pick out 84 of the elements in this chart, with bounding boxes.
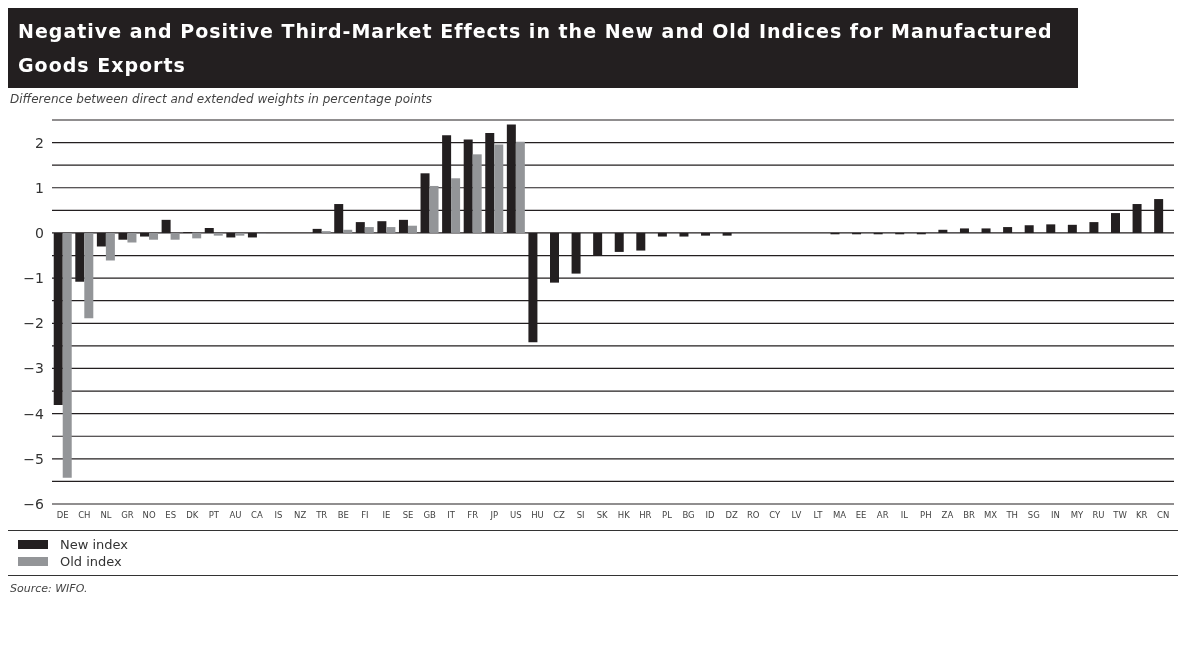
- x-tick-label: IN: [1050, 510, 1060, 521]
- x-tick-label: FR: [467, 510, 479, 521]
- bar: [105, 232, 115, 261]
- x-tick-label: ZA: [941, 510, 954, 521]
- x-tick-label: CA: [251, 510, 264, 521]
- x-tick-label: US: [510, 510, 522, 521]
- x-tick-label: BR: [963, 510, 975, 521]
- x-tick-label: DE: [56, 510, 69, 521]
- x-tick-label: NO: [142, 510, 156, 521]
- y-tick-label: 2: [35, 134, 44, 151]
- source-note: Source: WIFO.: [9, 581, 89, 597]
- x-tick-label: GB: [423, 510, 436, 521]
- bar: [494, 144, 504, 233]
- chart-title: Negative and Positive Third-Market Effects in the New and Old Indices for Manufactured Goods Exports: [8, 8, 1078, 88]
- chart-subtitle: Difference between direct and extended weights in percentage points: [9, 91, 433, 108]
- x-tick-label: IE: [382, 510, 391, 521]
- y-tick-label: 1: [35, 179, 44, 196]
- x-tick-label: DZ: [725, 510, 739, 521]
- bar: [451, 178, 461, 233]
- x-tick-label: CH: [78, 510, 91, 521]
- x-tick-label: SI: [576, 510, 585, 521]
- x-tick-label: JP: [489, 510, 499, 521]
- x-tick-label: IT: [447, 510, 456, 521]
- x-tick-label: MY: [1070, 510, 1084, 521]
- x-tick-label: SE: [402, 510, 414, 521]
- x-tick-label: IS: [274, 510, 283, 521]
- legend-label: Old index: [60, 554, 122, 569]
- x-tick-label: ID: [705, 510, 716, 521]
- x-tick-label: RO: [746, 510, 760, 521]
- bar: [429, 185, 439, 233]
- bar: [472, 154, 482, 233]
- bar: [192, 232, 202, 239]
- x-tick-label: SG: [1027, 510, 1040, 521]
- x-tick-label: BG: [682, 510, 695, 521]
- bar: [235, 232, 245, 236]
- x-tick-label: AR: [876, 510, 889, 521]
- y-tick-label: −6: [23, 495, 45, 512]
- x-tick-label: CZ: [553, 510, 566, 521]
- x-tick-label: PH: [920, 510, 932, 521]
- y-tick-label: −3: [23, 360, 44, 377]
- x-tick-label: ES: [165, 510, 177, 521]
- x-tick-label: AU: [229, 510, 242, 521]
- bar: [213, 232, 223, 236]
- x-tick-label: IL: [900, 510, 909, 521]
- bar: [407, 225, 417, 233]
- bar: [127, 232, 137, 243]
- x-tick-label: LV: [791, 510, 802, 521]
- x-tick-label: FI: [361, 510, 369, 521]
- y-tick-label: −2: [23, 315, 44, 332]
- x-tick-label: HR: [639, 510, 652, 521]
- x-tick-label: NZ: [294, 510, 307, 521]
- x-tick-label: PT: [208, 510, 220, 521]
- x-tick-label: HK: [617, 510, 631, 521]
- x-tick-label: TW: [1112, 510, 1128, 521]
- x-tick-label: PL: [662, 510, 673, 521]
- y-tick-label: 0: [35, 224, 44, 241]
- x-tick-label: GR: [121, 510, 134, 521]
- x-tick-label: CN: [1157, 510, 1170, 521]
- x-tick-label: RU: [1092, 510, 1105, 521]
- bar: [343, 229, 353, 233]
- y-tick-label: −5: [23, 450, 44, 467]
- x-tick-label: TR: [315, 510, 328, 521]
- x-tick-label: MA: [832, 510, 847, 521]
- bar: [84, 232, 94, 319]
- y-tick-label: −1: [23, 270, 44, 287]
- x-tick-label: MX: [984, 510, 998, 521]
- bar: [149, 232, 159, 240]
- x-tick-label: TH: [1005, 510, 1018, 521]
- x-tick-label: NL: [100, 510, 112, 521]
- bar: [515, 141, 525, 233]
- bar: [364, 227, 374, 233]
- x-tick-label: DK: [186, 510, 199, 521]
- x-tick-label: KR: [1135, 510, 1148, 521]
- y-tick-label: −4: [23, 405, 45, 422]
- bar: [62, 232, 72, 478]
- bar: [170, 232, 180, 240]
- x-tick-label: CY: [769, 510, 782, 521]
- legend-label: New index: [60, 537, 129, 552]
- bar: [386, 227, 396, 233]
- x-tick-label: HU: [531, 510, 544, 521]
- x-tick-label: EE: [855, 510, 867, 521]
- x-tick-label: LT: [813, 510, 824, 521]
- x-tick-label: BE: [337, 510, 349, 521]
- x-tick-label: SK: [596, 510, 609, 521]
